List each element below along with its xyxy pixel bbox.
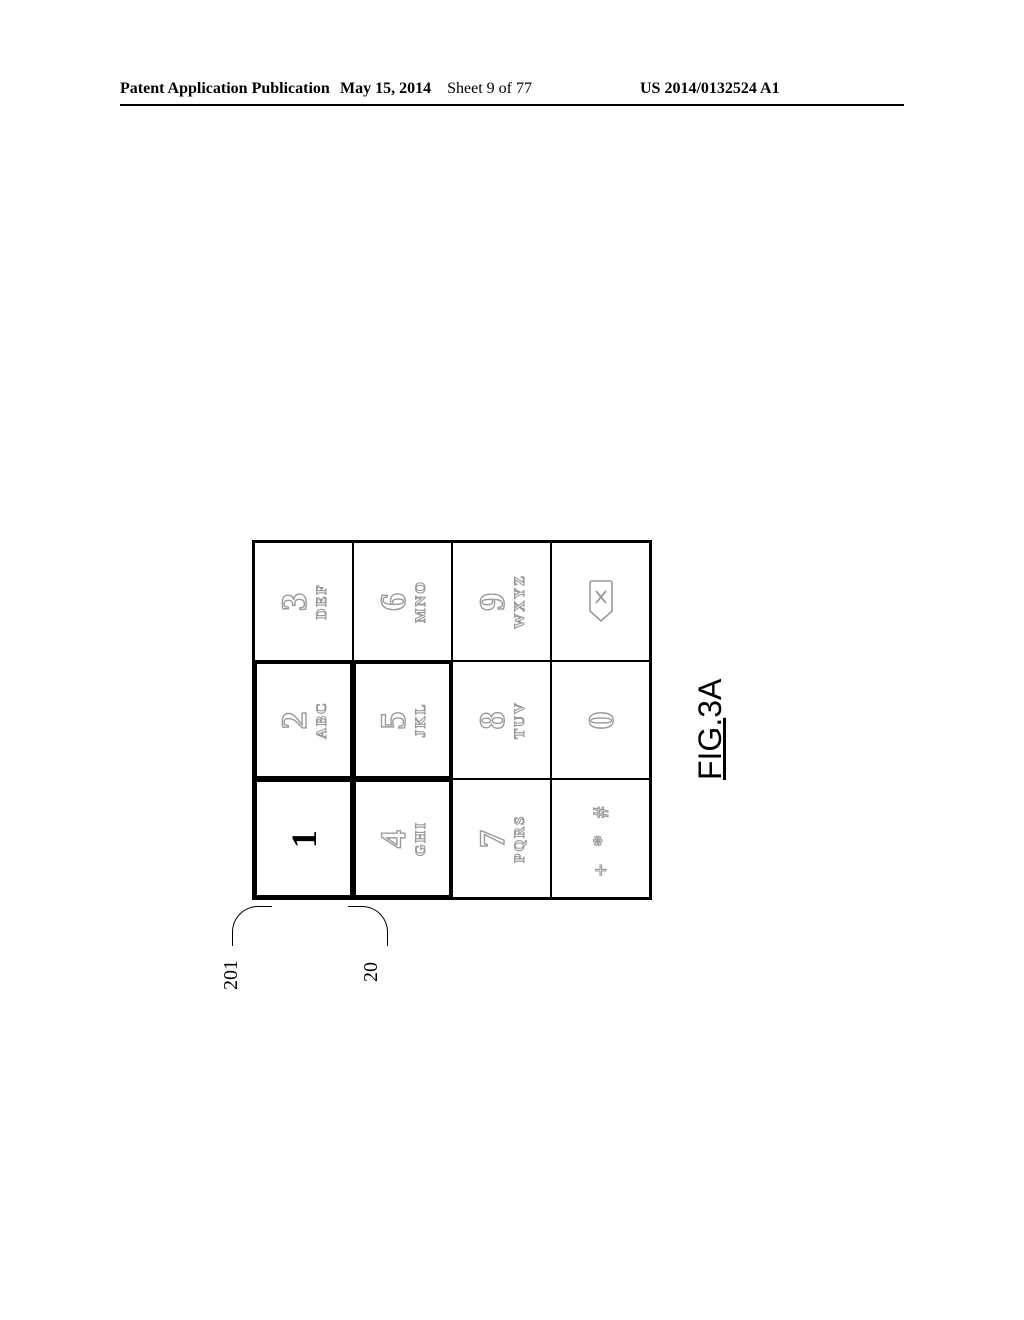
reference-numeral-201: 201 xyxy=(220,960,243,990)
key-7[interactable]: 7PQRS xyxy=(452,779,551,898)
key-3[interactable]: 3DEF xyxy=(254,542,353,661)
key-digit-label: 0 xyxy=(583,711,619,730)
key-digit-label: 6 xyxy=(375,592,411,611)
key-letters-label: JKL xyxy=(413,702,430,737)
leader-line-20 xyxy=(348,906,388,946)
header-rule xyxy=(120,104,904,106)
key-digit-label: 9 xyxy=(474,592,510,611)
key-letters-label: ABC xyxy=(314,701,331,739)
key-digit-label: 2 xyxy=(276,711,312,730)
key-symbols-label: + * # xyxy=(588,801,614,877)
header-sheet: Sheet 9 of 77 xyxy=(447,80,532,97)
figure-label-number: 3A xyxy=(692,679,728,718)
figure-label-prefix: FIG. xyxy=(692,718,728,780)
key-4[interactable]: 4GHI xyxy=(353,779,452,898)
key-letters-label: TUV xyxy=(512,701,529,739)
key-letters-label: GHI xyxy=(413,821,430,856)
header-date-sheet: May 15, 2014 Sheet 9 of 77 xyxy=(340,80,532,98)
figure-rotated-wrapper: 201 20 12ABC3DEF4GHI5JKL6MNO7PQRS8TUV9WX… xyxy=(252,420,772,940)
header-date: May 15, 2014 xyxy=(340,80,431,97)
backspace-icon xyxy=(588,579,614,623)
leader-line-201 xyxy=(232,906,272,946)
key-2[interactable]: 2ABC xyxy=(254,661,353,780)
key-5[interactable]: 5JKL xyxy=(353,661,452,780)
key-letters-label: WXYZ xyxy=(512,574,529,629)
key-digit-label: 1 xyxy=(286,829,322,848)
key-1[interactable]: 1 xyxy=(254,779,353,898)
key-letters-label: MNO xyxy=(413,580,430,623)
key-0[interactable]: 0 xyxy=(551,661,650,780)
key-digit-label: 4 xyxy=(375,829,411,848)
key-digit-label: 8 xyxy=(474,711,510,730)
key-backspace[interactable] xyxy=(551,542,650,661)
key-letters-label: DEF xyxy=(314,583,331,619)
phone-keypad: 12ABC3DEF4GHI5JKL6MNO7PQRS8TUV9WXYZ+ * #… xyxy=(252,540,652,900)
key-digit-label: 5 xyxy=(375,711,411,730)
header-pub-number: US 2014/0132524 A1 xyxy=(640,80,780,98)
key-letters-label: PQRS xyxy=(512,815,529,863)
patent-page: Patent Application Publication May 15, 2… xyxy=(0,0,1024,1320)
reference-numeral-20: 20 xyxy=(360,962,383,982)
key-digit-label: 3 xyxy=(276,592,312,611)
key-symbols[interactable]: + * # xyxy=(551,779,650,898)
figure-3a: 201 20 12ABC3DEF4GHI5JKL6MNO7PQRS8TUV9WX… xyxy=(252,420,772,940)
key-6[interactable]: 6MNO xyxy=(353,542,452,661)
key-9[interactable]: 9WXYZ xyxy=(452,542,551,661)
figure-label: FIG.3A xyxy=(692,679,729,780)
key-digit-label: 7 xyxy=(474,829,510,848)
header-publication-type: Patent Application Publication xyxy=(120,80,330,98)
key-8[interactable]: 8TUV xyxy=(452,661,551,780)
